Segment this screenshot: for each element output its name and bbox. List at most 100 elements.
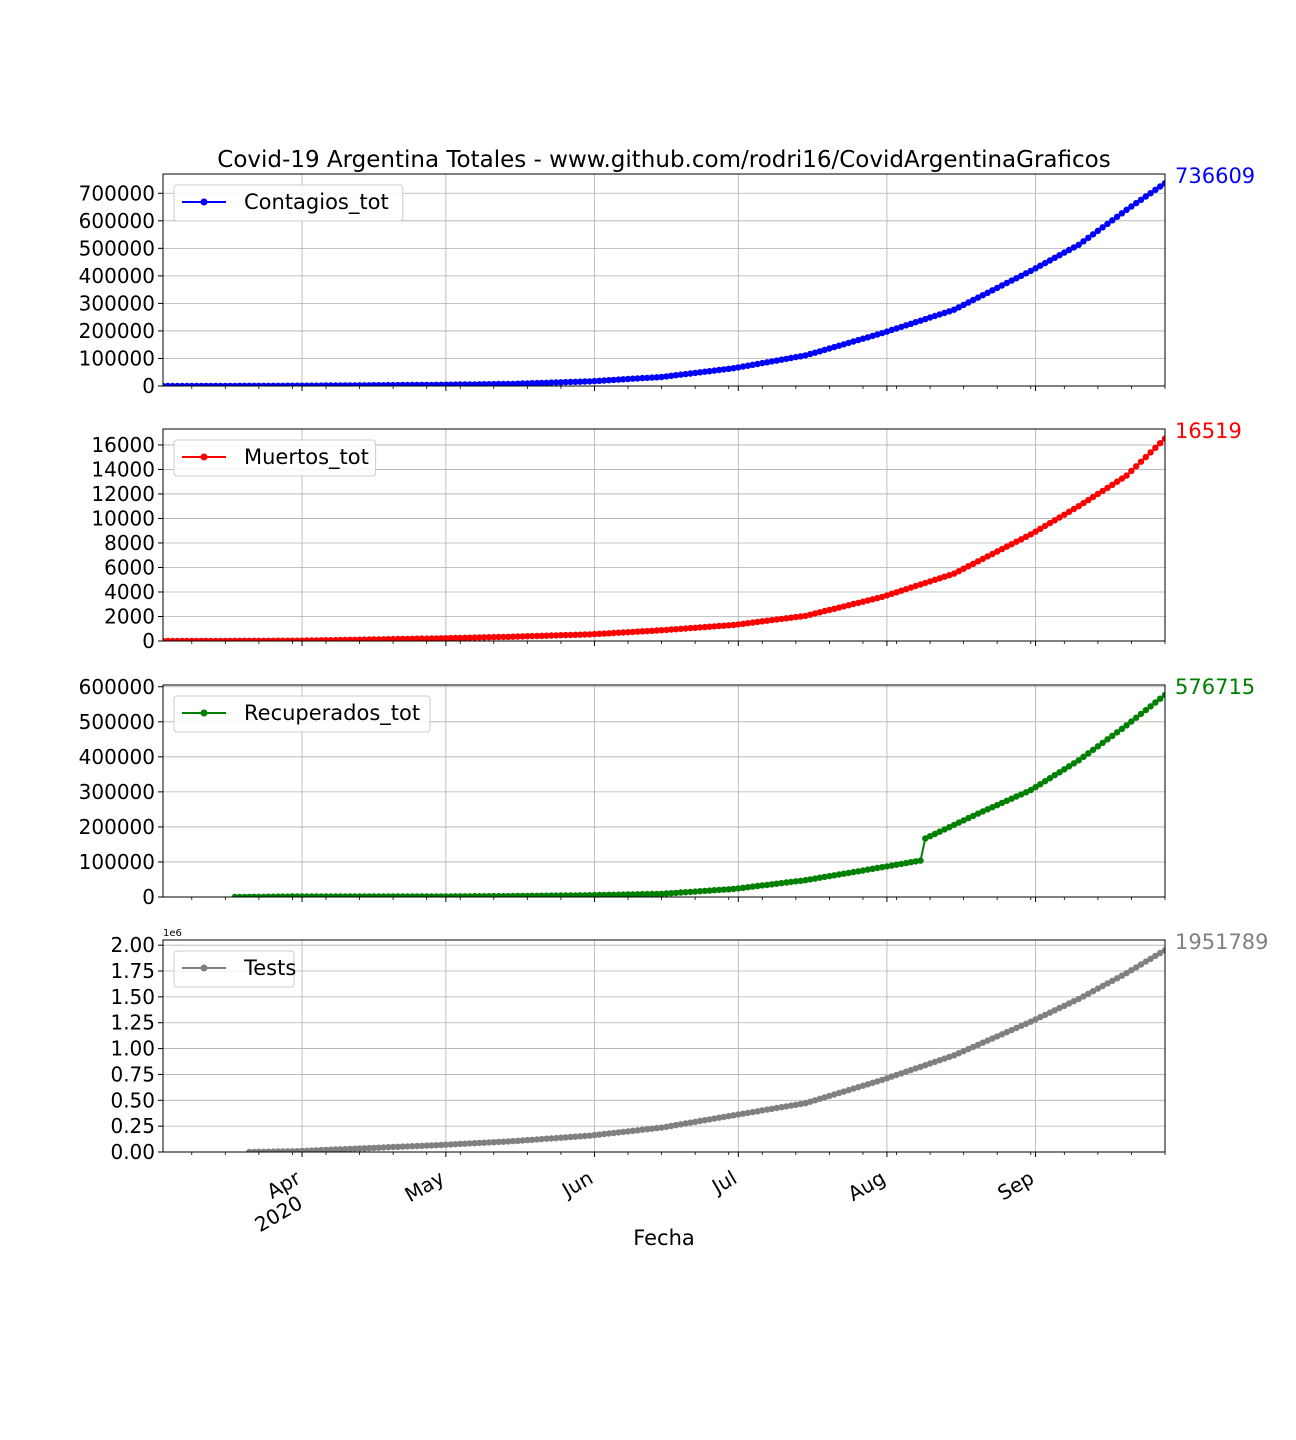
data-point bbox=[1070, 760, 1078, 767]
data-point bbox=[787, 1102, 795, 1109]
data-point bbox=[639, 1126, 646, 1133]
data-point bbox=[941, 573, 948, 580]
data-point bbox=[231, 382, 239, 386]
data-point bbox=[596, 891, 603, 897]
data-point bbox=[327, 382, 334, 386]
data-point bbox=[855, 1084, 862, 1091]
data-point bbox=[888, 590, 895, 597]
data-point bbox=[1094, 743, 1102, 750]
data-point bbox=[802, 352, 809, 359]
data-point bbox=[409, 635, 416, 641]
data-point bbox=[1094, 227, 1102, 234]
data-point bbox=[308, 382, 315, 386]
data-point bbox=[1094, 985, 1102, 992]
data-point bbox=[917, 857, 924, 864]
data-point bbox=[672, 1121, 680, 1129]
data-point bbox=[1085, 234, 1092, 241]
data-point bbox=[715, 622, 723, 630]
data-point bbox=[763, 881, 771, 889]
data-point bbox=[874, 1078, 881, 1085]
data-point bbox=[250, 382, 258, 386]
data-point bbox=[380, 636, 387, 641]
data-point bbox=[624, 629, 632, 636]
data-point bbox=[797, 353, 804, 360]
data-point bbox=[250, 893, 258, 897]
data-point bbox=[682, 889, 689, 896]
data-point bbox=[437, 893, 445, 897]
data-point bbox=[1022, 270, 1030, 277]
data-point bbox=[591, 377, 598, 385]
data-point bbox=[864, 866, 871, 873]
data-point bbox=[217, 637, 224, 641]
y-tick-label: 400000 bbox=[79, 264, 155, 288]
data-point bbox=[514, 892, 521, 897]
data-point bbox=[1075, 241, 1082, 248]
data-point bbox=[342, 1145, 349, 1152]
data-point bbox=[356, 1145, 363, 1152]
data-point bbox=[246, 637, 253, 641]
data-point bbox=[529, 380, 536, 386]
data-point bbox=[581, 378, 589, 385]
data-point bbox=[1070, 244, 1078, 251]
data-point bbox=[692, 1118, 699, 1126]
data-point bbox=[246, 1148, 253, 1152]
data-point bbox=[404, 381, 411, 386]
data-point bbox=[797, 613, 804, 620]
data-point bbox=[250, 1148, 258, 1152]
data-point bbox=[1051, 1007, 1058, 1014]
data-point bbox=[1104, 980, 1111, 987]
data-point bbox=[452, 381, 459, 386]
data-point bbox=[994, 548, 1001, 555]
data-point bbox=[855, 868, 862, 875]
data-point bbox=[562, 892, 569, 897]
data-point bbox=[898, 1070, 905, 1077]
data-point bbox=[1113, 478, 1121, 485]
data-point bbox=[759, 618, 766, 625]
data-point bbox=[878, 864, 886, 871]
data-point bbox=[279, 637, 287, 641]
data-point bbox=[1041, 778, 1049, 785]
data-point bbox=[701, 623, 708, 631]
data-point bbox=[433, 893, 440, 897]
data-point bbox=[984, 553, 991, 560]
data-point bbox=[543, 379, 550, 386]
data-point bbox=[955, 304, 962, 311]
y-offset-label: 1e6 bbox=[163, 928, 182, 939]
data-point bbox=[270, 1148, 277, 1152]
data-point bbox=[615, 891, 622, 897]
data-point bbox=[1152, 444, 1159, 451]
data-point bbox=[366, 1144, 373, 1152]
axes-frame bbox=[162, 939, 1166, 1153]
data-point bbox=[481, 1139, 488, 1146]
data-point bbox=[313, 893, 320, 897]
data-point bbox=[620, 891, 627, 897]
data-point bbox=[361, 636, 368, 641]
data-point bbox=[1147, 955, 1154, 962]
series-Muertos_tot bbox=[163, 435, 1165, 641]
data-point bbox=[725, 365, 732, 372]
data-point bbox=[850, 1085, 857, 1092]
data-point bbox=[342, 382, 349, 386]
data-point bbox=[634, 628, 641, 635]
data-point bbox=[265, 1148, 272, 1152]
series-Tests bbox=[246, 947, 1165, 1152]
data-point bbox=[840, 603, 847, 610]
data-point bbox=[797, 877, 804, 884]
data-point bbox=[634, 891, 641, 897]
data-point bbox=[385, 636, 392, 641]
data-point bbox=[907, 584, 915, 591]
data-point bbox=[735, 1111, 742, 1118]
legend-marker bbox=[200, 453, 208, 461]
data-point bbox=[1080, 993, 1087, 1000]
data-point bbox=[864, 1081, 871, 1088]
y-tick-label: 1.75 bbox=[110, 959, 155, 983]
data-point bbox=[850, 868, 857, 876]
data-point bbox=[399, 381, 406, 386]
data-point bbox=[1065, 246, 1073, 254]
data-point bbox=[461, 634, 469, 641]
data-point bbox=[433, 1142, 440, 1149]
data-point bbox=[883, 863, 891, 870]
data-point bbox=[294, 637, 301, 641]
data-point bbox=[346, 382, 354, 386]
